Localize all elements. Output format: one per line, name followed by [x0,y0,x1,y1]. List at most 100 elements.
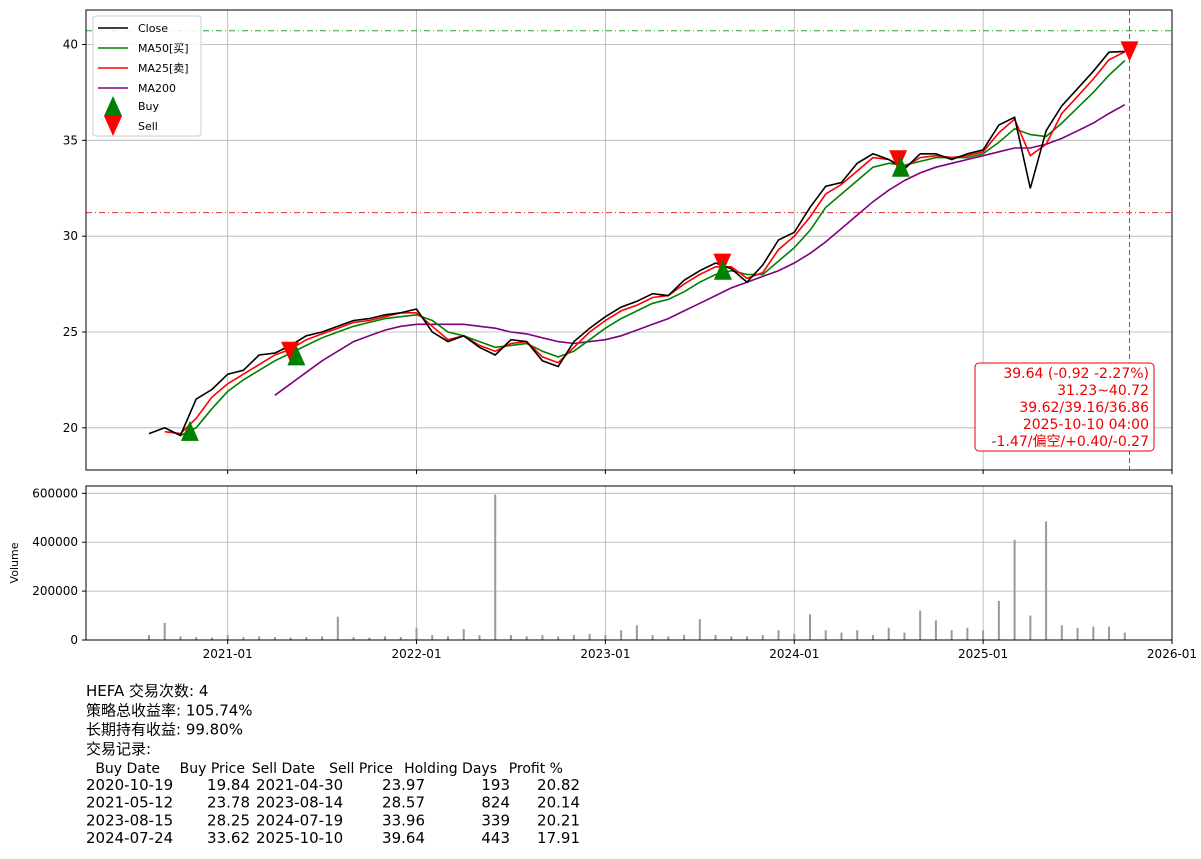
volume-bar [321,636,324,640]
volume-bar [557,636,560,640]
volume-bar [305,637,308,640]
volume-bar [667,636,670,640]
volume-bar [840,632,843,640]
volume-bar [494,494,497,640]
annotation-text: 39.62/39.16/36.86 [1019,400,1149,416]
y-tick-label: 35 [63,133,78,147]
legend-box [92,15,202,137]
volume-bar [746,636,749,640]
y-tick-label: 20 [63,421,78,435]
volume-bar [179,636,182,640]
volume-bar [384,636,387,640]
volume-bar [934,620,937,640]
volume-bar [714,635,717,640]
volume-bar [273,637,276,640]
volume-bar [809,614,811,640]
volume-bar [1013,539,1016,640]
summary-text: 长期持有收益: 99.80% [86,721,243,739]
x-tick-label: 2026-01 [1147,647,1197,661]
volume-bar [447,636,449,640]
legend-swatch [104,116,122,136]
series-line [148,50,1125,437]
table-cell: 2024-07-24 [86,829,173,847]
legend-label: MA200 [138,82,176,95]
table-cell: 2023-08-15 [86,811,173,829]
volume-bar [871,635,874,640]
volume-bar [651,635,654,640]
volume-bar [1029,615,1032,640]
volume-bar [777,630,780,640]
volume-bar [336,616,339,640]
table-cell: 443 [481,829,510,847]
annotation-text: 39.64 (-0.92 -2.27%) [1003,366,1149,382]
volume-bar [572,635,575,640]
volume-bar [541,635,544,640]
volume-bar [966,627,969,640]
volume-bar [903,632,906,640]
y-tick-label: 40 [63,38,78,52]
volume-bar [210,637,213,640]
y-tick-label: 200000 [32,584,78,598]
legend-label: Close [138,22,168,35]
legend-swatch [104,96,122,116]
volume-bar [147,635,150,640]
y-axis-label: Volume [8,542,21,583]
volume-bar [1108,626,1111,640]
volume-bar [950,630,953,640]
volume-bar [242,637,245,640]
volume-bar [1123,632,1126,640]
x-tick-label: 2021-01 [203,647,253,661]
volume-bar [604,635,607,640]
volume-bar [415,627,418,640]
volume-bar [1060,625,1063,640]
table-header: Buy Price [180,761,245,777]
volume-bar [163,622,166,640]
table-header: Profit % [509,761,563,777]
table-cell: 39.64 [382,829,425,847]
volume-bar [824,630,827,640]
volume-bar [509,635,512,640]
series-line [164,51,1126,435]
y-tick-label: 30 [63,229,78,243]
table-header: Holding Days [404,761,497,777]
table-header: Sell Date [252,761,315,777]
volume-bar [525,636,528,640]
y-tick-label: 0 [70,633,78,647]
series-line [180,60,1126,437]
table-header: Sell Price [329,761,393,777]
legend-label: Sell [138,120,158,133]
volume-bar [588,633,591,640]
plot-frame [85,9,1173,471]
table-cell: 2025-10-10 [256,829,343,847]
table-cell: 20.21 [537,811,580,829]
volume-bar [289,637,292,640]
table-cell: 193 [481,776,510,794]
volume-bar [635,625,638,640]
annotation-text: -1.47/偏空/+0.40/-0.27 [992,434,1150,450]
legend: Close MA50[买] MA25[卖] MA200 Buy Sell [92,15,202,137]
volume-bar [1045,521,1048,640]
table-cell: 824 [481,794,510,812]
buy-marker [713,259,732,280]
volume-bar [856,630,859,640]
volume-bar [226,635,229,640]
volume-bar [352,637,355,640]
sell-marker [281,341,300,362]
volume-bar [399,637,402,640]
volume-bar [761,635,764,640]
plot-frame [85,485,1173,641]
table-cell: 33.96 [382,811,425,829]
summary-text: HEFA 交易次数: 4 [86,682,208,700]
volume-bar [462,629,465,640]
sell-marker [889,150,908,171]
table-cell: 2023-08-14 [256,794,343,812]
table-cell: 23.97 [382,776,425,794]
annotation-text: 2025-10-10 04:00 [1023,417,1149,433]
volume-bar [793,633,796,640]
volume-bar [683,635,686,640]
volume-bar [982,630,985,640]
table-cell: 28.25 [207,811,250,829]
x-tick-label: 2022-01 [391,647,441,661]
buy-marker [287,345,306,366]
